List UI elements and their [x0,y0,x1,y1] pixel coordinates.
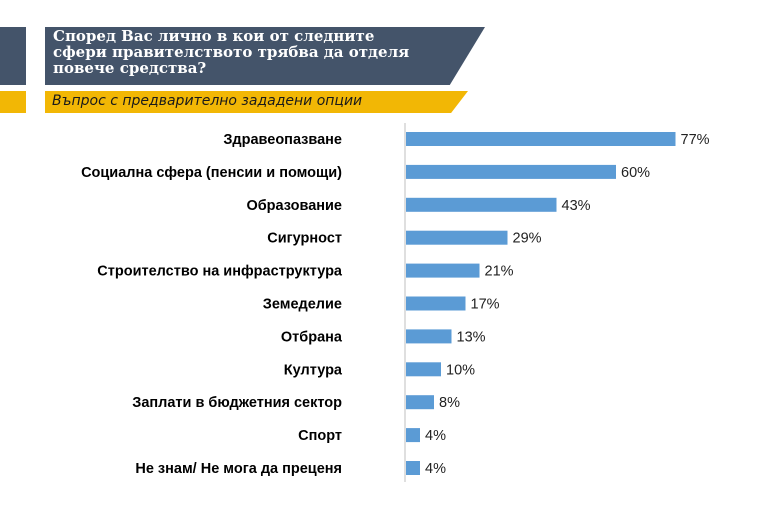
value-label: 4% [425,428,446,444]
category-label: Сигурност [267,231,342,247]
chart-title: Според Вас лично в кои от следните сфери… [53,27,410,77]
bar [406,428,420,443]
value-label: 60% [621,165,650,181]
bar [406,296,466,311]
bar [406,230,508,245]
value-label: 29% [513,231,542,247]
category-label: Образование [246,198,342,214]
bar [406,461,420,475]
value-label: 13% [457,329,486,345]
bar [406,164,616,179]
category-label: Отбрана [281,329,343,345]
bar [406,132,676,146]
category-label: Здравеопазване [223,132,342,148]
category-label: Спорт [298,428,342,444]
value-label: 43% [562,198,591,214]
category-label: Заплати в бюджетния сектор [132,395,342,411]
value-label: 8% [439,395,460,411]
left-accent-yellow [0,91,26,113]
bar [406,329,452,344]
category-label: Не знам/ Не мога да преценя [135,461,342,477]
category-label: Земеделие [263,297,342,313]
bar [406,263,480,278]
bar [406,395,434,410]
title-banner [45,27,485,85]
category-label: Култура [284,362,343,378]
bar [406,197,557,212]
value-label: 10% [446,362,475,378]
left-accent-dark [0,27,26,85]
category-label: Строителство на инфраструктура [97,264,343,280]
chart-subtitle: Въпрос с предварително зададени опции [52,93,363,109]
value-label: 17% [471,297,500,313]
subtitle-banner [45,91,468,113]
value-label: 77% [681,132,710,148]
category-label: Социална сфера (пенсии и помощи) [81,165,342,181]
value-label: 21% [485,264,514,280]
bar [406,362,441,377]
value-label: 4% [425,461,446,477]
